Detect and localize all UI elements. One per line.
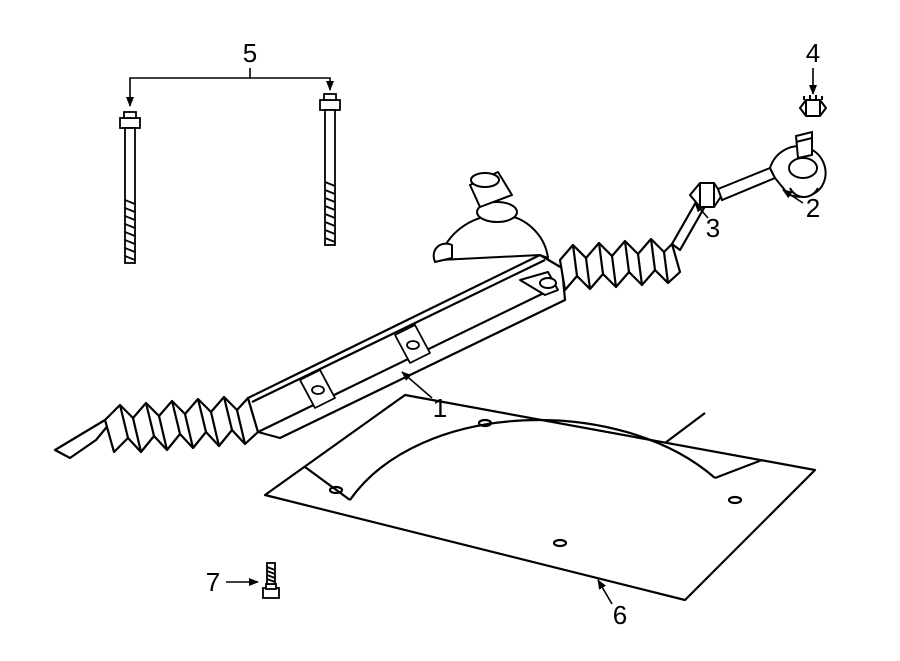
callout-label-7: 7 bbox=[206, 567, 220, 597]
callout-label-6: 6 bbox=[613, 600, 627, 630]
callout-label-2: 2 bbox=[806, 193, 820, 223]
part-castle-nut bbox=[800, 95, 826, 116]
part-bolts-pair bbox=[120, 94, 340, 263]
parts-diagram: 1 2 3 4 5 6 7 bbox=[0, 0, 900, 661]
callout-label-5: 5 bbox=[243, 38, 257, 68]
part-shield bbox=[265, 395, 815, 600]
part-tie-rod-end bbox=[770, 132, 826, 197]
callout-label-3: 3 bbox=[706, 213, 720, 243]
callout-label-4: 4 bbox=[806, 38, 820, 68]
part-steering-rack bbox=[55, 172, 708, 458]
part-bolt-small bbox=[263, 563, 279, 598]
callout-label-1: 1 bbox=[433, 393, 447, 423]
